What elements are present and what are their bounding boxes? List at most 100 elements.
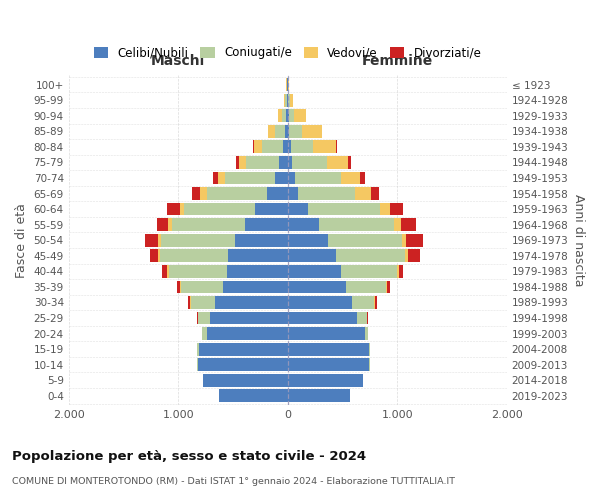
Bar <box>287 172 295 184</box>
Bar <box>302 125 322 138</box>
Bar <box>160 250 228 262</box>
Bar <box>150 250 158 262</box>
Bar <box>206 187 268 200</box>
Text: COMUNE DI MONTEROTONDO (RM) - Dati ISTAT 1° gennaio 2024 - Elaborazione TUTTITAL: COMUNE DI MONTEROTONDO (RM) - Dati ISTAT… <box>12 478 455 486</box>
Bar <box>167 202 179 215</box>
Text: Femmine: Femmine <box>362 54 433 68</box>
Bar <box>161 234 235 246</box>
Bar <box>349 156 351 169</box>
Bar <box>287 296 352 309</box>
Bar <box>287 218 319 231</box>
Bar <box>197 312 198 324</box>
Bar <box>357 312 367 324</box>
Bar <box>401 234 406 246</box>
Bar <box>218 172 225 184</box>
Bar <box>374 296 377 309</box>
Bar <box>176 280 181 293</box>
Bar <box>369 342 370 355</box>
Bar <box>285 94 287 106</box>
Bar <box>210 312 287 324</box>
Bar <box>215 296 287 309</box>
Bar <box>235 234 287 246</box>
Bar <box>287 280 346 293</box>
Bar <box>287 342 369 355</box>
Bar <box>405 250 408 262</box>
Bar <box>380 202 391 215</box>
Bar <box>188 296 190 309</box>
Bar <box>398 265 403 278</box>
Bar <box>367 312 368 324</box>
Bar <box>290 140 313 153</box>
Bar <box>181 280 223 293</box>
Bar <box>391 202 403 215</box>
Bar <box>287 358 369 371</box>
Bar <box>287 140 290 153</box>
Bar <box>287 374 363 386</box>
Bar <box>223 280 287 293</box>
Bar <box>308 202 380 215</box>
Bar <box>287 265 341 278</box>
Bar <box>287 156 292 169</box>
Bar <box>206 327 287 340</box>
Bar <box>193 187 200 200</box>
Bar <box>290 94 293 106</box>
Bar <box>284 94 285 106</box>
Bar <box>157 218 168 231</box>
Bar <box>158 234 161 246</box>
Bar <box>360 172 365 184</box>
Bar <box>163 265 167 278</box>
Bar <box>239 156 246 169</box>
Legend: Celibi/Nubili, Coniugati/e, Vedovi/e, Divorziati/e: Celibi/Nubili, Coniugati/e, Vedovi/e, Di… <box>89 42 486 64</box>
Bar <box>280 156 287 169</box>
Bar <box>319 218 394 231</box>
Bar <box>254 140 262 153</box>
Bar <box>287 390 350 402</box>
Bar <box>202 327 206 340</box>
Bar <box>203 374 287 386</box>
Bar <box>341 265 397 278</box>
Bar <box>287 202 308 215</box>
Bar <box>262 140 283 153</box>
Bar <box>408 250 419 262</box>
Bar <box>387 280 390 293</box>
Bar <box>168 218 172 231</box>
Bar <box>169 265 227 278</box>
Bar <box>191 296 215 309</box>
Bar <box>246 156 280 169</box>
Text: Maschi: Maschi <box>151 54 205 68</box>
Bar <box>328 234 401 246</box>
Bar <box>287 110 289 122</box>
Bar <box>227 265 287 278</box>
Bar <box>286 110 287 122</box>
Bar <box>278 110 282 122</box>
Bar <box>287 234 328 246</box>
Bar <box>268 125 275 138</box>
Bar <box>355 187 371 200</box>
Bar <box>341 172 360 184</box>
Bar <box>289 125 302 138</box>
Bar <box>397 265 398 278</box>
Bar <box>336 140 337 153</box>
Bar <box>172 218 245 231</box>
Bar <box>179 202 184 215</box>
Bar <box>219 390 287 402</box>
Y-axis label: Anni di nascita: Anni di nascita <box>572 194 585 286</box>
Bar <box>386 280 387 293</box>
Bar <box>283 140 287 153</box>
Bar <box>346 280 386 293</box>
Bar <box>371 187 379 200</box>
Bar <box>313 140 336 153</box>
Bar <box>167 265 169 278</box>
Bar <box>298 187 355 200</box>
Bar <box>352 296 374 309</box>
Bar <box>199 312 210 324</box>
Bar <box>200 187 206 200</box>
Bar <box>184 202 256 215</box>
Bar <box>199 342 287 355</box>
Bar <box>275 172 287 184</box>
Bar <box>292 156 327 169</box>
Bar <box>327 156 349 169</box>
Bar <box>236 156 239 169</box>
Bar <box>401 218 416 231</box>
Bar <box>256 202 287 215</box>
